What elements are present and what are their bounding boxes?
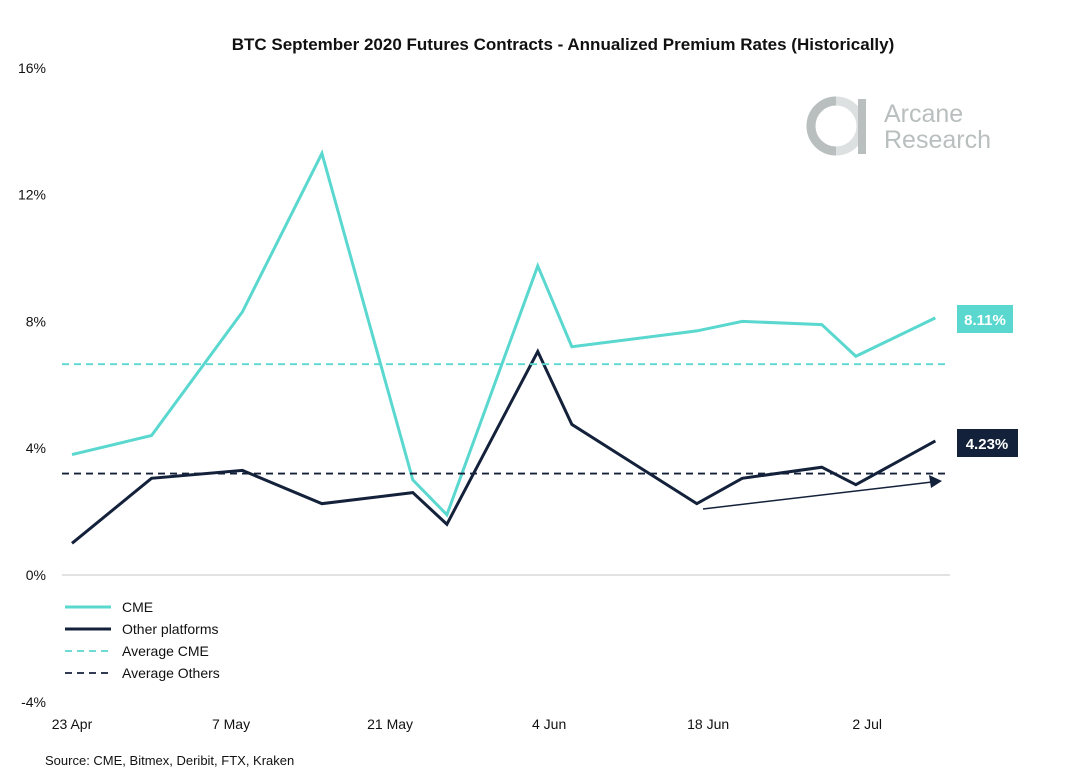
logo-arc-icon — [806, 96, 837, 156]
trend-arrow-line — [702, 481, 933, 510]
end-label-cme: 8.11% — [957, 305, 1013, 333]
logo-arc-light-icon — [835, 96, 866, 156]
x-tick-label: 18 Jun — [687, 716, 729, 732]
end-label-others: 4.23% — [957, 429, 1018, 457]
legend-label-2: Average CME — [122, 643, 209, 659]
logo-line1: Arcane — [884, 100, 963, 128]
end-label-cme-box — [957, 305, 1013, 333]
series-line-0 — [71, 149, 937, 518]
chart-title: BTC September 2020 Futures Contracts - A… — [232, 35, 895, 54]
end-label-others-text: 4.23% — [966, 436, 1009, 453]
source-note: Source: CME, Bitmex, Deribit, FTX, Krake… — [45, 753, 294, 768]
y-tick-label: 8% — [26, 313, 46, 329]
x-tick-label: 21 May — [367, 716, 413, 732]
legend-label-3: Average Others — [122, 665, 220, 681]
end-label-others-box — [957, 429, 1018, 457]
logo-bar-icon — [858, 99, 866, 154]
end-label-cme-text: 8.11% — [964, 312, 1006, 329]
y-tick-label: -4% — [21, 694, 46, 710]
arrow-head-icon — [929, 475, 942, 488]
series-line-1 — [71, 348, 937, 545]
x-tick-label: 7 May — [212, 716, 250, 732]
legend: CME Other platforms Average CME Average Oth… — [65, 599, 220, 681]
y-tick-label: 12% — [18, 187, 46, 203]
x-tick-label: 4 Jun — [532, 716, 566, 732]
logo-line2: Research — [884, 126, 991, 154]
arcane-research-logo: Arcane Research — [806, 96, 991, 156]
y-tick-label: 16% — [18, 60, 46, 76]
legend-label-0: CME — [122, 599, 153, 615]
x-tick-label: 2 Jul — [852, 716, 882, 732]
y-tick-label: 4% — [26, 440, 46, 456]
x-tick-label: 23 Apr — [52, 716, 93, 732]
trend-arrow — [702, 475, 942, 510]
legend-label-1: Other platforms — [122, 621, 218, 637]
y-tick-label: 0% — [26, 567, 46, 583]
